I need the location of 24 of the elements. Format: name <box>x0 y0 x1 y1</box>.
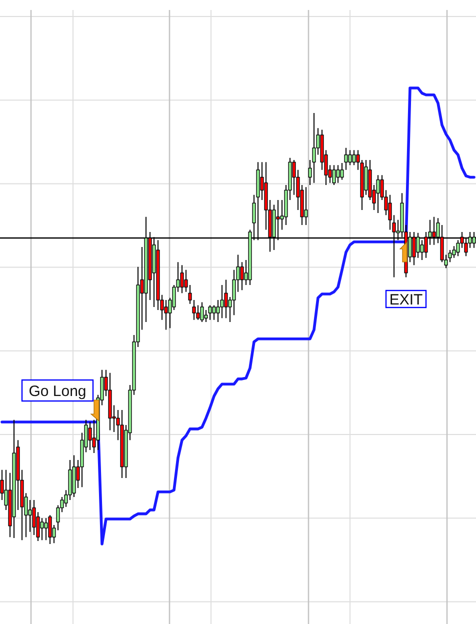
candlestick <box>348 150 352 166</box>
candlestick <box>352 150 356 166</box>
candlestick <box>200 302 204 323</box>
candlestick <box>88 422 92 451</box>
candlestick <box>224 279 228 319</box>
candlestick <box>240 262 244 291</box>
candlestick <box>472 231 476 248</box>
annotation: EXIT <box>389 291 423 308</box>
candlestick <box>180 264 184 294</box>
candlestick <box>312 112 316 184</box>
candlestick <box>28 500 32 532</box>
candlestick <box>412 231 416 266</box>
candlestick <box>204 309 208 323</box>
candlestick <box>376 174 380 214</box>
candlestick <box>220 284 224 319</box>
annotation: Go Long <box>28 382 86 400</box>
candlestick <box>336 164 340 184</box>
candlestick <box>40 518 44 541</box>
candlestick <box>48 514 52 544</box>
candlestick <box>212 304 216 320</box>
candlestick <box>332 164 336 186</box>
candlestick <box>208 304 212 320</box>
candlestick <box>44 518 48 541</box>
candlestick <box>304 186 308 226</box>
